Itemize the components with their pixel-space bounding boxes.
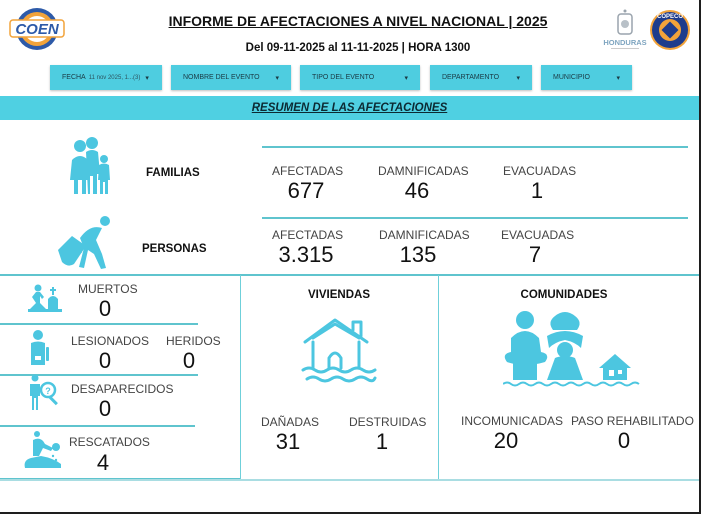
evacuee-icon: [58, 216, 110, 269]
report-title: INFORME DE AFECTACIONES A NIVEL NACIONAL…: [168, 13, 548, 29]
chevron-down-icon: ▾: [145, 74, 149, 82]
chevron-down-icon: ▾: [404, 74, 408, 82]
filter-municipio[interactable]: MUNICIPIO ▾: [541, 65, 632, 90]
svg-text:COPECO: COPECO: [657, 14, 683, 20]
divider: [262, 146, 688, 148]
divider: [0, 374, 198, 376]
familias-afectadas-value: 677: [287, 178, 325, 203]
paso-rehabilitado-value: 0: [617, 428, 631, 453]
summary-title: RESUMEN DE LAS AFECTACIONES: [251, 102, 448, 114]
familias-damnificadas-value: 46: [404, 178, 430, 203]
chevron-down-icon: ▾: [275, 74, 279, 82]
summary-band: RESUMEN DE LAS AFECTACIONES: [0, 96, 699, 120]
heridos-value: 0: [182, 348, 196, 373]
familias-damnificadas-label: DAMNIFICADAS: [378, 164, 469, 178]
incomunicadas-label: INCOMUNICADAS: [461, 414, 564, 428]
rescue-icon: [24, 431, 62, 468]
filter-tipo-evento[interactable]: TIPO DEL EVENTO ▾: [300, 65, 420, 90]
svg-text:?: ?: [45, 386, 51, 396]
familias-afectadas-label: AFECTADAS: [272, 164, 344, 178]
danadas-label: DAÑADAS: [261, 415, 320, 429]
incomunicadas-value: 20: [493, 428, 519, 453]
divider: [0, 323, 198, 325]
heridos-label: HERIDOS: [166, 334, 221, 348]
family-icon: [70, 137, 110, 194]
svg-text:HONDURAS: HONDURAS: [603, 38, 646, 47]
filter-tipo-evento-label: TIPO DEL EVENTO: [312, 74, 375, 81]
personas-title: PERSONAS: [142, 243, 207, 255]
paso-rehabilitado-label: PASO REHABILITADO: [571, 414, 694, 428]
flooded-house-icon: [301, 318, 377, 383]
rescatados-label: RESCATADOS: [69, 435, 150, 449]
filter-fecha-value: 11 nov 2025, 1...(3): [88, 74, 141, 81]
injured-icon: [31, 330, 49, 365]
personas-damnificadas-value: 135: [399, 242, 437, 267]
chevron-down-icon: ▾: [516, 74, 520, 82]
divider: [0, 274, 699, 276]
danadas-value: 31: [275, 429, 301, 454]
divider: [0, 478, 240, 479]
muertos-value: 0: [98, 296, 112, 321]
divider: [262, 217, 688, 219]
personas-evacuadas-value: 7: [528, 242, 542, 267]
personas-afectadas-value: 3.315: [278, 242, 334, 267]
filter-departamento-label: DEPARTAMENTO: [442, 74, 500, 81]
honduras-logo: HONDURAS: [603, 9, 647, 49]
personas-afectadas-label: AFECTADAS: [272, 228, 344, 242]
lesionados-value: 0: [98, 348, 112, 373]
divider: [0, 425, 195, 427]
svg-text:COEN: COEN: [15, 21, 60, 38]
coen-logo: COEN: [9, 8, 65, 50]
desaparecidos-value: 0: [98, 396, 112, 421]
personas-evacuadas-label: EVACUADAS: [501, 228, 575, 242]
filter-nombre-evento-label: NOMBRE DEL EVENTO: [183, 74, 260, 81]
destruidas-value: 1: [375, 429, 389, 454]
rescatados-value: 4: [96, 450, 110, 475]
desaparecidos-label: DESAPARECIDOS: [71, 382, 174, 396]
comunidades-title: COMUNIDADES: [520, 289, 608, 301]
copeco-logo: COPECO: [650, 10, 690, 50]
missing-person-icon: ?: [30, 374, 58, 410]
destruidas-label: DESTRUIDAS: [349, 415, 427, 429]
familias-title: FAMILIAS: [146, 167, 200, 179]
viviendas-title: VIVIENDAS: [308, 289, 370, 301]
muertos-label: MUERTOS: [78, 282, 138, 296]
filter-fecha-label: FECHA: [62, 74, 86, 81]
flooded-community-icon: [503, 311, 640, 387]
personas-damnificadas-label: DAMNIFICADAS: [379, 228, 470, 242]
divider: [240, 275, 241, 480]
divider: [0, 479, 699, 481]
filter-fecha[interactable]: FECHA 11 nov 2025, 1...(3) ▾: [50, 65, 162, 90]
filter-departamento[interactable]: DEPARTAMENTO ▾: [430, 65, 532, 90]
familias-evacuadas-label: EVACUADAS: [503, 164, 577, 178]
divider: [438, 275, 439, 480]
lesionados-label: LESIONADOS: [71, 334, 150, 348]
filter-nombre-evento[interactable]: NOMBRE DEL EVENTO ▾: [171, 65, 291, 90]
report-subtitle: Del 09-11-2025 al 11-11-2025 | HORA 1300: [245, 42, 471, 54]
filter-municipio-label: MUNICIPIO: [553, 74, 590, 81]
chevron-down-icon: ▾: [616, 74, 620, 82]
familias-evacuadas-value: 1: [530, 178, 544, 203]
grave-icon: [28, 284, 62, 312]
